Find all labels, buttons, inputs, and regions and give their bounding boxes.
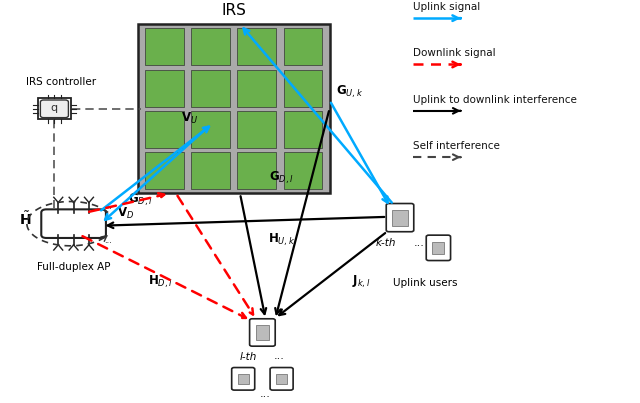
FancyBboxPatch shape — [145, 111, 184, 148]
Text: k-th: k-th — [376, 238, 396, 248]
FancyBboxPatch shape — [138, 24, 330, 193]
Text: $\tilde{\mathbf{H}}$: $\tilde{\mathbf{H}}$ — [19, 211, 32, 229]
FancyBboxPatch shape — [191, 28, 230, 65]
FancyBboxPatch shape — [145, 28, 184, 65]
FancyBboxPatch shape — [276, 374, 287, 384]
FancyBboxPatch shape — [284, 111, 322, 148]
Text: $\mathbf{H}_{D,l}$: $\mathbf{H}_{D,l}$ — [148, 274, 172, 290]
FancyBboxPatch shape — [392, 210, 408, 226]
FancyBboxPatch shape — [255, 325, 269, 340]
Text: Full-duplex AP: Full-duplex AP — [37, 262, 110, 272]
Text: Self interference: Self interference — [413, 141, 500, 151]
Text: $\mathbf{V}_U$: $\mathbf{V}_U$ — [181, 111, 198, 127]
FancyBboxPatch shape — [237, 152, 276, 189]
Text: ...: ... — [104, 236, 112, 245]
Text: ...: ... — [414, 238, 425, 248]
Text: ...: ... — [274, 351, 285, 361]
FancyBboxPatch shape — [426, 235, 451, 261]
Text: $\mathbf{G}_{D,l}$: $\mathbf{G}_{D,l}$ — [128, 192, 152, 208]
Text: l-th: l-th — [239, 352, 257, 362]
FancyBboxPatch shape — [433, 241, 445, 255]
Text: $\mathbf{J}_{k,l}$: $\mathbf{J}_{k,l}$ — [353, 274, 371, 290]
Text: $\mathbf{H}_{U,k}$: $\mathbf{H}_{U,k}$ — [268, 232, 295, 248]
Text: $\mathbf{G}_{U,k}$: $\mathbf{G}_{U,k}$ — [336, 84, 363, 100]
Text: $\mathbf{\mathsf{q}}$: $\mathbf{\mathsf{q}}$ — [51, 103, 58, 115]
FancyBboxPatch shape — [191, 69, 230, 107]
Text: Uplink users: Uplink users — [394, 278, 458, 288]
FancyBboxPatch shape — [40, 100, 68, 118]
Text: Downlink signal: Downlink signal — [413, 48, 495, 58]
FancyBboxPatch shape — [270, 368, 293, 390]
FancyBboxPatch shape — [250, 319, 275, 346]
Text: Uplink to downlink interference: Uplink to downlink interference — [413, 95, 577, 105]
FancyBboxPatch shape — [237, 69, 276, 107]
Text: $\mathbf{V}_D$: $\mathbf{V}_D$ — [117, 206, 134, 221]
FancyBboxPatch shape — [387, 204, 414, 232]
FancyBboxPatch shape — [191, 152, 230, 189]
FancyBboxPatch shape — [237, 111, 276, 148]
FancyBboxPatch shape — [145, 69, 184, 107]
Text: Uplink signal: Uplink signal — [413, 2, 480, 12]
Text: IRS: IRS — [221, 3, 246, 18]
FancyBboxPatch shape — [284, 28, 322, 65]
Text: ...: ... — [260, 389, 271, 399]
FancyBboxPatch shape — [232, 368, 255, 390]
FancyBboxPatch shape — [284, 69, 322, 107]
Text: ...: ... — [104, 202, 112, 211]
FancyBboxPatch shape — [41, 210, 106, 238]
FancyBboxPatch shape — [38, 98, 71, 119]
FancyBboxPatch shape — [191, 111, 230, 148]
Text: IRS controller: IRS controller — [26, 77, 96, 87]
FancyBboxPatch shape — [237, 28, 276, 65]
FancyBboxPatch shape — [145, 152, 184, 189]
Text: $\mathbf{G}_{D,l}$: $\mathbf{G}_{D,l}$ — [269, 169, 293, 185]
FancyBboxPatch shape — [238, 374, 249, 384]
FancyBboxPatch shape — [284, 152, 322, 189]
